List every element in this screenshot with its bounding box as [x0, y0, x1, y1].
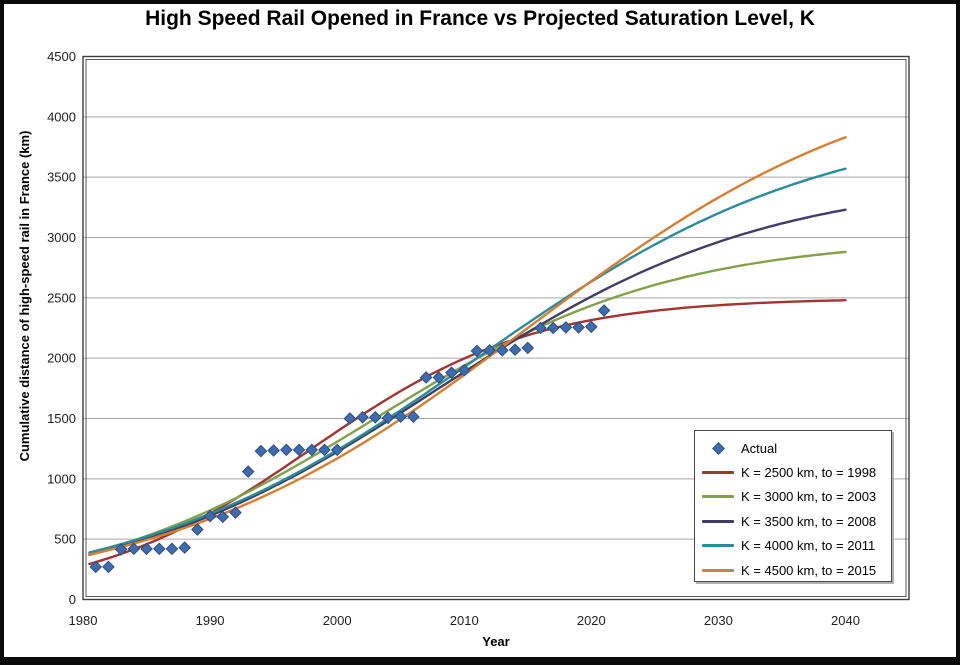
legend-item-k3500-label: K = 3500 km, to = 2008: [741, 513, 877, 529]
y-axis-tick-labels: 0 500 1000 1500 2000 2500 3000 3500 4000 4500: [47, 49, 76, 607]
actual-point-2001: [343, 412, 357, 425]
legend-item-k4000: K = 4000 km, to = 2011: [695, 534, 891, 558]
actual-point-2020: [585, 320, 598, 334]
actual-point-2000: [330, 443, 344, 457]
actual-point-2016: [534, 321, 547, 335]
diamond-marker-icon: [711, 441, 725, 455]
actual-point-2011: [470, 344, 484, 358]
actual-point-2021: [597, 304, 611, 317]
actual-point-2008: [432, 371, 446, 384]
actual-data-points: [89, 304, 611, 574]
actual-point-1994: [254, 444, 268, 458]
line-swatch-icon: [702, 568, 734, 572]
actual-point-2019: [572, 321, 585, 334]
actual-point-2005: [394, 410, 407, 423]
actual-point-1992: [229, 506, 242, 519]
legend: Actual K = 2500 km, to = 1998 K = 3000 km,…: [694, 430, 892, 582]
legend-item-actual-label: Actual: [741, 440, 778, 456]
legend-item-actual: Actual: [695, 436, 891, 460]
actual-point-1996: [280, 443, 293, 457]
y-tick-label: 1000: [47, 471, 76, 486]
actual-point-2013: [496, 344, 509, 357]
legend-item-k2500: K = 2500 km, to = 1998: [695, 460, 891, 484]
legend-item-k4500: K = 4500 km, to = 2015: [695, 558, 891, 582]
actual-point-2017: [546, 321, 560, 335]
y-tick-label: 0: [69, 592, 76, 607]
actual-point-1989: [191, 523, 204, 536]
legend-item-k4000-label: K = 4000 km, to = 2011: [741, 538, 876, 554]
actual-point-2018: [559, 321, 573, 334]
actual-point-2002: [356, 410, 369, 424]
actual-point-1987: [165, 542, 179, 556]
actual-point-2010: [457, 363, 471, 377]
actual-point-2003: [368, 410, 382, 424]
x-tick-label: 2010: [450, 613, 479, 628]
actual-point-1991: [216, 510, 230, 524]
y-tick-label: 2500: [47, 290, 76, 305]
curve-k4000: [88, 167, 847, 554]
y-tick-label: 3000: [47, 230, 76, 245]
actual-point-1982: [102, 560, 115, 574]
actual-point-1999: [318, 443, 331, 457]
actual-point-1990: [203, 509, 217, 523]
actual-point-1983: [114, 543, 128, 556]
plot-border-outer: [82, 55, 910, 601]
actual-point-2015: [521, 341, 535, 355]
chart-title: High Speed Rail Opened in France vs Proj…: [145, 7, 815, 30]
actual-point-1997: [292, 443, 306, 457]
x-tick-label: 1980: [69, 613, 98, 628]
actual-point-1993: [241, 465, 255, 478]
actual-point-2007: [419, 371, 433, 384]
actual-point-1986: [152, 542, 166, 556]
legend-item-k3500: K = 3500 km, to = 2008: [695, 509, 891, 533]
line-swatch-icon: [702, 471, 734, 475]
actual-point-1985: [140, 542, 153, 556]
y-tick-label: 4500: [47, 49, 76, 64]
line-swatch-icon: [702, 519, 734, 523]
y-tick-label: 2000: [47, 351, 76, 366]
y-tick-label: 500: [54, 532, 76, 547]
x-tick-label: 2020: [577, 613, 606, 628]
x-axis-tick-labels: 1980 1990 2000 2010 2020 2030 2040: [69, 613, 860, 628]
actual-point-1984: [127, 542, 141, 556]
actual-point-2014: [508, 343, 522, 357]
actual-point-2004: [381, 411, 395, 425]
plot-border-inner: [85, 59, 907, 597]
legend-item-k3000-label: K = 3000 km, to = 2003: [741, 489, 877, 505]
y-tick-label: 4000: [47, 109, 76, 124]
legend-item-k3000: K = 3000 km, to = 2003: [695, 485, 891, 509]
actual-point-1995: [267, 444, 280, 457]
y-tick-label: 1500: [47, 411, 76, 426]
legend-item-k2500-label: K = 2500 km, to = 1998: [741, 465, 877, 481]
x-tick-label: 1990: [196, 613, 225, 628]
legend-item-k4500-label: K = 4500 km, to = 2015: [741, 562, 877, 578]
actual-point-2012: [483, 344, 496, 357]
line-swatch-icon: [702, 495, 734, 499]
actual-point-1998: [305, 443, 319, 457]
actual-point-2006: [407, 410, 420, 423]
x-axis-title: Year: [482, 634, 509, 649]
actual-point-1988: [178, 541, 191, 554]
x-tick-label: 2030: [704, 613, 733, 628]
line-swatch-icon: [702, 544, 734, 548]
x-tick-label: 2040: [831, 613, 860, 628]
actual-point-2009: [445, 366, 458, 379]
y-axis-title: Cumulative distance of high-speed rail i…: [17, 131, 32, 462]
x-tick-label: 2000: [323, 613, 352, 628]
actual-point-1981: [89, 560, 103, 574]
y-tick-label: 3500: [47, 170, 76, 185]
